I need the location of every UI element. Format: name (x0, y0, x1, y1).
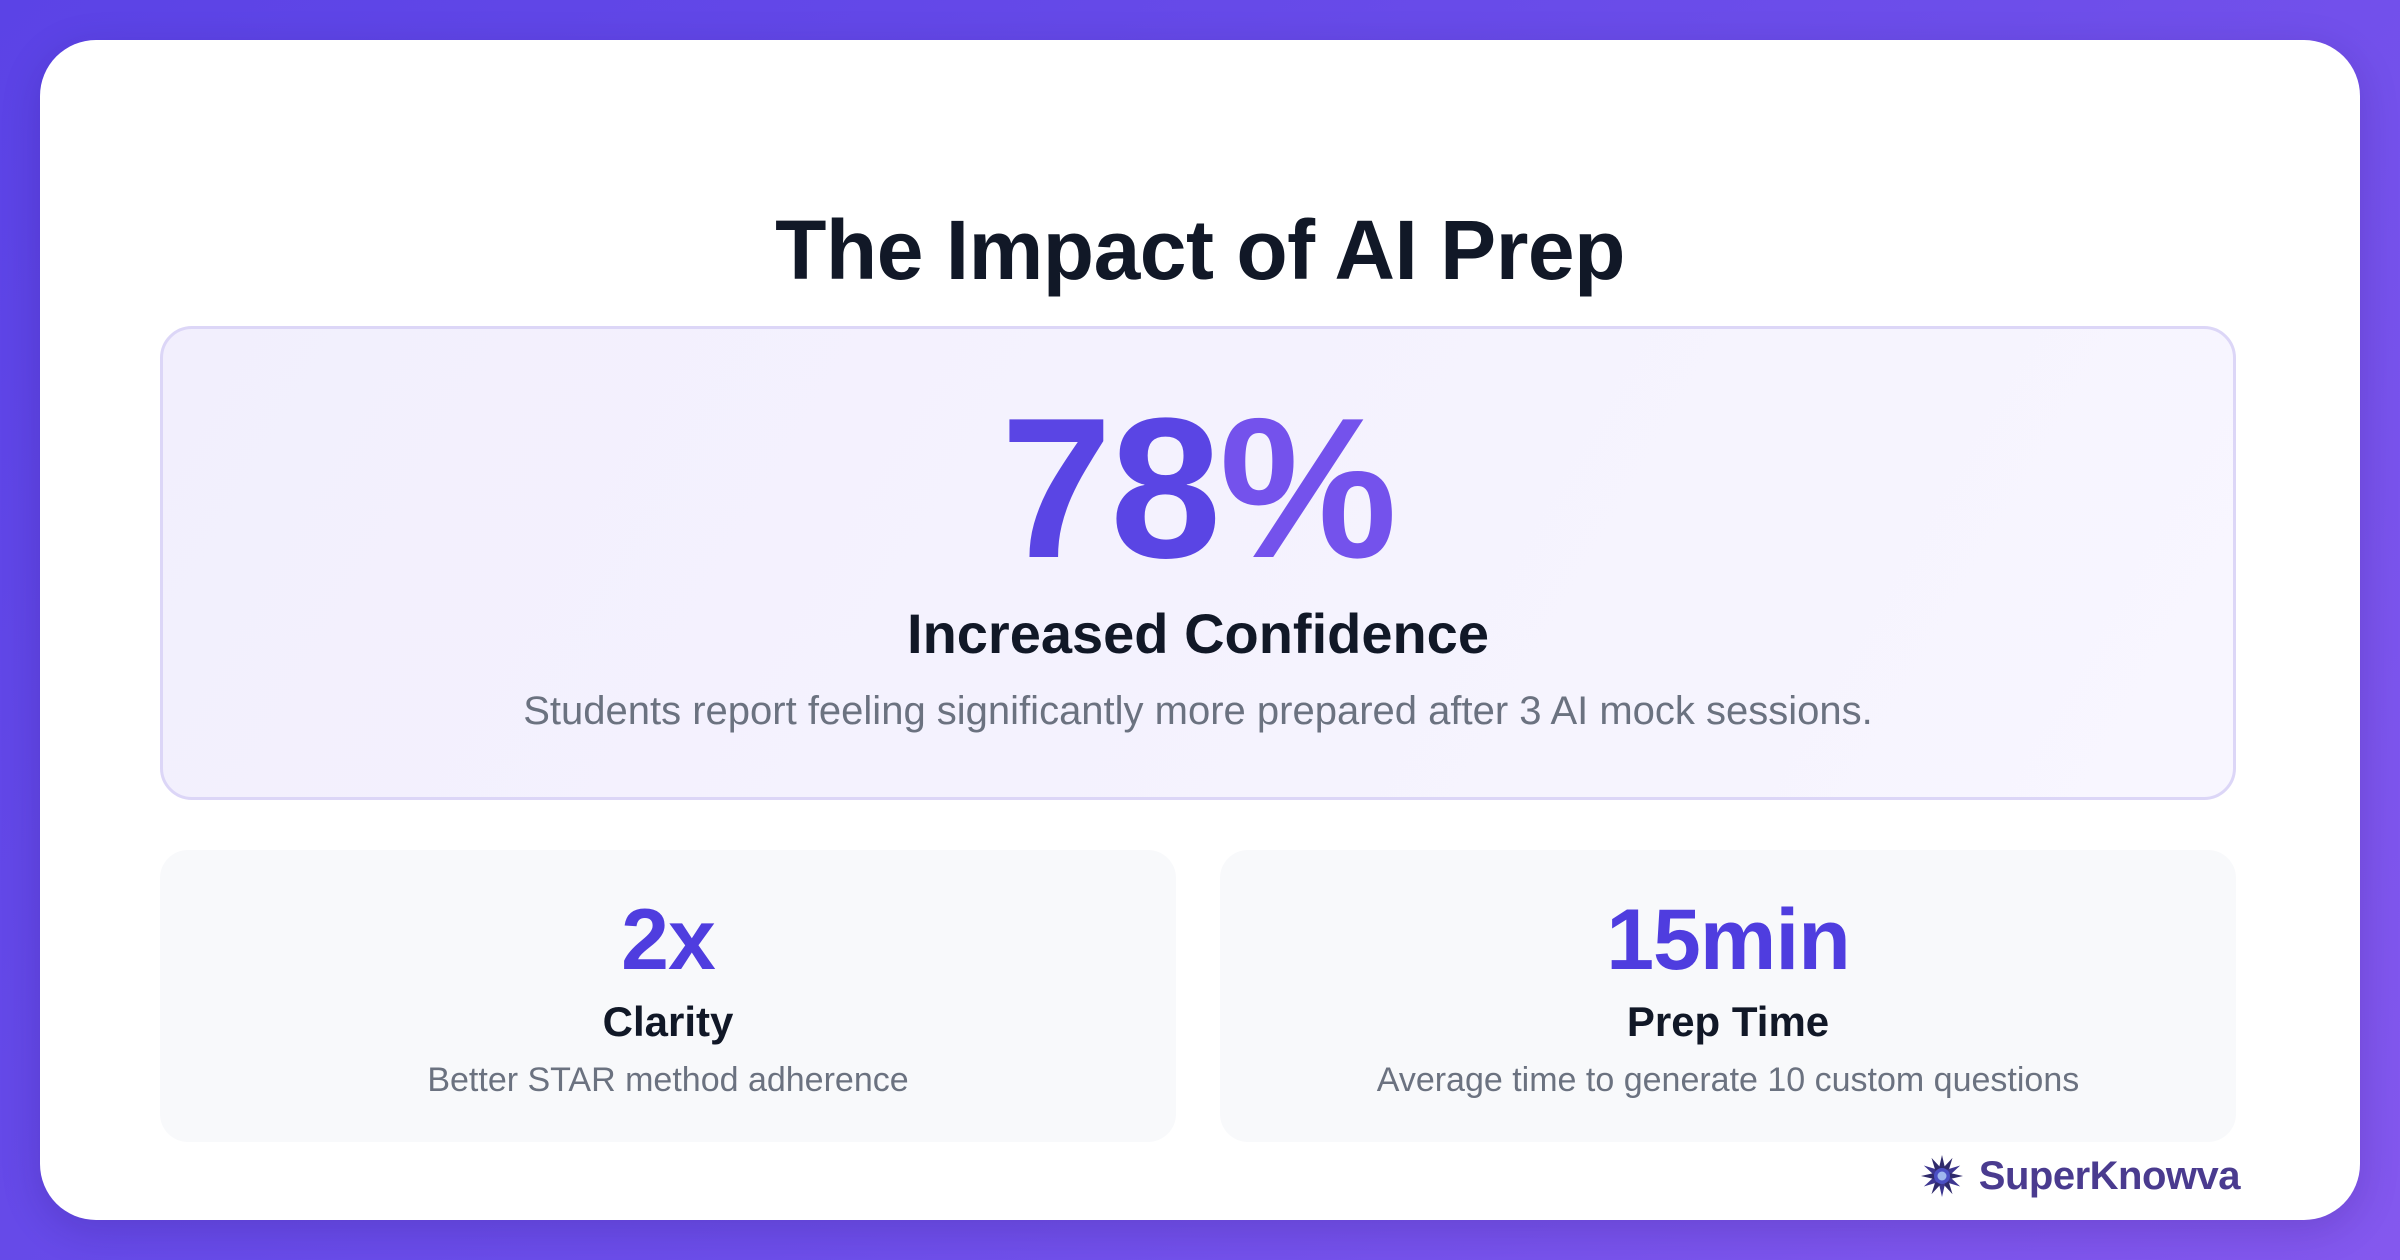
stat-description: Average time to generate 10 custom quest… (1376, 1061, 2080, 1099)
stat-description: Better STAR method adherence (427, 1061, 909, 1099)
stat-value: 15min (1606, 892, 1851, 988)
brand-name: SuperKnowva (1978, 1154, 2241, 1198)
hero-stat-panel: 78% Increased Confidence Students report… (160, 326, 2236, 800)
stat-card-prep-time: 15min Prep Time Average time to generate… (1220, 850, 2236, 1142)
brand-logo: SuperKnowva (1919, 1146, 2241, 1206)
stat-card-clarity: 2x Clarity Better STAR method adherence (160, 850, 1176, 1142)
hero-stat-value: 78% (163, 389, 2233, 589)
hero-stat-unit: % (1219, 377, 1397, 600)
hero-stat-description: Students report feeling significantly mo… (523, 689, 1873, 733)
hero-stat-label: Increased Confidence (907, 602, 1489, 665)
stat-label: Prep Time (1626, 998, 1830, 1045)
starburst-logo-icon (1920, 1155, 1963, 1197)
slide-card: The Impact of AI Prep 78% Increased Conf… (40, 40, 2360, 1220)
hero-stat-number: 78 (1000, 377, 1221, 600)
stat-label: Clarity (602, 998, 734, 1045)
stat-value: 2x (621, 892, 716, 988)
slide-title: The Impact of AI Prep (775, 203, 1625, 297)
